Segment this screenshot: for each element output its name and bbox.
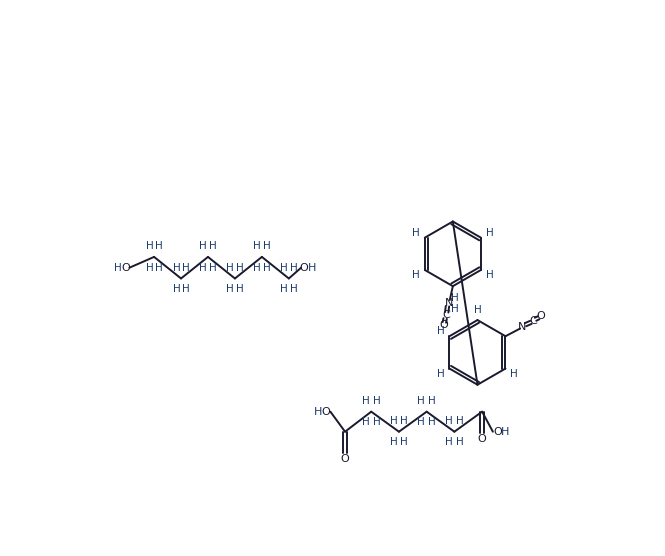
Text: H: H xyxy=(418,396,425,406)
Text: H: H xyxy=(428,396,436,406)
Text: H: H xyxy=(412,227,420,237)
Text: H: H xyxy=(390,416,398,426)
Text: H: H xyxy=(289,262,297,272)
Text: H: H xyxy=(456,438,464,448)
Text: H: H xyxy=(390,438,398,448)
Text: H: H xyxy=(437,369,445,379)
Text: H: H xyxy=(501,426,509,436)
Text: H: H xyxy=(412,270,420,280)
Text: H: H xyxy=(373,418,380,428)
Text: O: O xyxy=(493,426,502,436)
Text: H: H xyxy=(182,284,190,294)
Text: H: H xyxy=(155,262,162,272)
Text: H: H xyxy=(172,262,180,272)
Text: H: H xyxy=(235,284,243,294)
Text: H: H xyxy=(281,262,288,272)
Text: H: H xyxy=(308,262,316,272)
Text: H: H xyxy=(362,396,370,406)
Text: H: H xyxy=(289,284,297,294)
Text: O: O xyxy=(477,434,487,444)
Text: H: H xyxy=(456,416,464,426)
Text: H: H xyxy=(200,262,207,272)
Text: H: H xyxy=(445,416,453,426)
Text: H: H xyxy=(209,241,217,251)
Text: H: H xyxy=(437,326,445,336)
Text: H: H xyxy=(445,438,453,448)
Text: H: H xyxy=(146,262,154,272)
Text: H: H xyxy=(450,292,458,302)
Text: H: H xyxy=(281,284,288,294)
Text: H: H xyxy=(146,241,154,251)
Text: O: O xyxy=(300,262,309,272)
Text: H: H xyxy=(200,241,207,251)
Text: H: H xyxy=(114,262,122,272)
Text: O: O xyxy=(121,262,130,272)
Text: H: H xyxy=(155,241,162,251)
Text: O: O xyxy=(340,454,349,464)
Text: N: N xyxy=(445,298,453,308)
Text: H: H xyxy=(485,227,493,237)
Text: C: C xyxy=(529,316,537,326)
Text: H: H xyxy=(263,241,271,251)
Text: H: H xyxy=(510,369,518,379)
Text: N: N xyxy=(518,322,527,332)
Text: O: O xyxy=(321,406,331,416)
Text: C: C xyxy=(442,310,450,320)
Text: H: H xyxy=(263,262,271,272)
Text: O: O xyxy=(440,320,448,330)
Text: H: H xyxy=(362,418,370,428)
Text: H: H xyxy=(235,262,243,272)
Text: H: H xyxy=(209,262,217,272)
Text: H: H xyxy=(172,284,180,294)
Text: H: H xyxy=(418,418,425,428)
Text: H: H xyxy=(485,270,493,280)
Text: O: O xyxy=(537,311,545,321)
Text: H: H xyxy=(473,305,481,315)
Text: H: H xyxy=(253,241,261,251)
Text: H: H xyxy=(227,284,234,294)
Text: H: H xyxy=(428,418,436,428)
Text: H: H xyxy=(450,304,458,314)
Text: H: H xyxy=(400,438,408,448)
Text: H: H xyxy=(314,406,323,416)
Text: H: H xyxy=(373,396,380,406)
Text: H: H xyxy=(253,262,261,272)
Text: H: H xyxy=(400,416,408,426)
Text: H: H xyxy=(227,262,234,272)
Text: H: H xyxy=(182,262,190,272)
